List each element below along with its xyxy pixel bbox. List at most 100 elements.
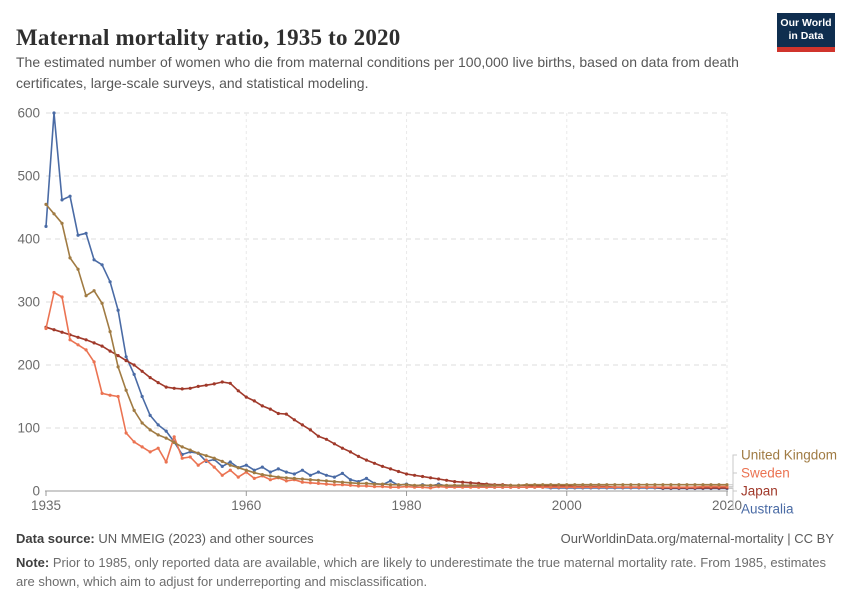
data-point xyxy=(453,483,457,487)
data-point xyxy=(356,481,361,485)
data-point xyxy=(525,485,529,489)
data-point xyxy=(356,454,361,458)
data-point xyxy=(132,372,136,376)
data-point xyxy=(372,461,377,465)
legend-label-australia[interactable]: Australia xyxy=(741,502,794,517)
data-point xyxy=(645,483,649,487)
data-point xyxy=(228,460,232,464)
data-point xyxy=(188,455,192,459)
data-point xyxy=(308,428,312,432)
data-point xyxy=(236,389,240,393)
legend-connector xyxy=(729,488,737,510)
data-point xyxy=(124,431,128,435)
data-point xyxy=(212,456,216,460)
series-line-sweden[interactable] xyxy=(45,291,727,489)
data-point xyxy=(581,483,585,487)
data-point xyxy=(300,477,304,481)
data-point xyxy=(573,485,577,489)
data-point xyxy=(461,480,465,484)
data-point xyxy=(140,369,144,373)
legend-label-sweden[interactable]: Sweden xyxy=(741,466,790,481)
legend-label-japan[interactable]: Japan xyxy=(741,484,778,499)
data-point xyxy=(180,387,184,391)
data-point xyxy=(164,460,168,464)
data-point xyxy=(116,354,120,358)
data-point xyxy=(404,472,409,476)
data-point xyxy=(324,473,329,477)
data-point xyxy=(92,289,96,293)
owid-url-license[interactable]: OurWorldinData.org/maternal-mortality | … xyxy=(560,531,834,546)
data-point xyxy=(573,483,577,487)
data-point xyxy=(420,474,425,479)
chart-footer: Data source: UN MMEIG (2023) and other s… xyxy=(16,531,834,592)
data-point xyxy=(268,478,272,482)
data-point xyxy=(364,476,369,480)
owid-logo-line2: in Data xyxy=(788,30,824,42)
data-point xyxy=(517,483,521,487)
data-point xyxy=(316,434,320,438)
data-point xyxy=(52,290,56,295)
note-label: Note: xyxy=(16,555,50,570)
data-point xyxy=(116,308,120,312)
data-point xyxy=(44,202,48,206)
data-point xyxy=(348,450,353,454)
data-point xyxy=(84,231,88,235)
data-point xyxy=(340,471,345,475)
data-point xyxy=(669,483,673,487)
data-point xyxy=(284,470,288,474)
data-point xyxy=(597,483,601,487)
data-point xyxy=(549,485,553,489)
data-point xyxy=(276,467,280,471)
data-point xyxy=(84,348,88,352)
data-point xyxy=(196,451,200,455)
data-point xyxy=(388,467,393,471)
series-line-japan[interactable] xyxy=(45,326,727,489)
data-point xyxy=(557,483,561,487)
owid-logo-line1: Our World xyxy=(780,17,832,30)
data-point xyxy=(292,418,296,422)
data-point xyxy=(220,473,224,477)
data-point xyxy=(172,435,176,439)
data-point xyxy=(420,483,425,487)
data-point xyxy=(709,483,713,487)
data-point xyxy=(340,480,345,484)
data-point xyxy=(637,485,641,489)
data-point xyxy=(52,111,56,115)
data-point xyxy=(412,483,417,487)
x-axis-tick-label: 1960 xyxy=(231,498,261,513)
data-point xyxy=(188,386,192,390)
data-point xyxy=(444,483,449,487)
data-point xyxy=(324,437,329,441)
data-point xyxy=(108,393,112,397)
data-point xyxy=(316,470,320,474)
data-point xyxy=(701,483,705,487)
data-point xyxy=(236,466,240,470)
series-line-united-kingdom[interactable] xyxy=(45,203,727,487)
data-point xyxy=(316,478,320,482)
source-row: Data source: UN MMEIG (2023) and other s… xyxy=(16,531,834,546)
legend-label-united-kingdom[interactable]: United Kingdom xyxy=(741,448,837,463)
data-point xyxy=(60,221,64,225)
x-axis-tick-label: 1980 xyxy=(392,498,422,513)
data-point xyxy=(469,483,473,487)
data-point xyxy=(501,483,505,487)
data-point xyxy=(685,483,689,487)
data-point xyxy=(92,360,96,364)
data-point xyxy=(300,423,304,427)
data-point xyxy=(533,483,537,487)
mortality-line-chart: 0 100 200 300 400 500 600 1935 1960 1980 2000 2020 U… xyxy=(17,106,837,517)
data-point xyxy=(485,483,489,487)
data-point xyxy=(661,483,665,487)
data-point xyxy=(228,468,232,472)
data-point xyxy=(477,483,481,487)
data-point xyxy=(204,454,208,458)
series-line-australia[interactable] xyxy=(45,112,727,490)
data-point xyxy=(300,480,304,484)
data-point xyxy=(284,412,288,416)
data-point xyxy=(717,483,721,487)
x-axis-tick-label: 2000 xyxy=(552,498,582,513)
y-axis-tick-label: 0 xyxy=(32,484,40,499)
data-point xyxy=(164,385,168,389)
data-source-text: UN MMEIG (2023) and other sources xyxy=(98,531,314,546)
y-axis-tick-label: 200 xyxy=(17,358,40,373)
